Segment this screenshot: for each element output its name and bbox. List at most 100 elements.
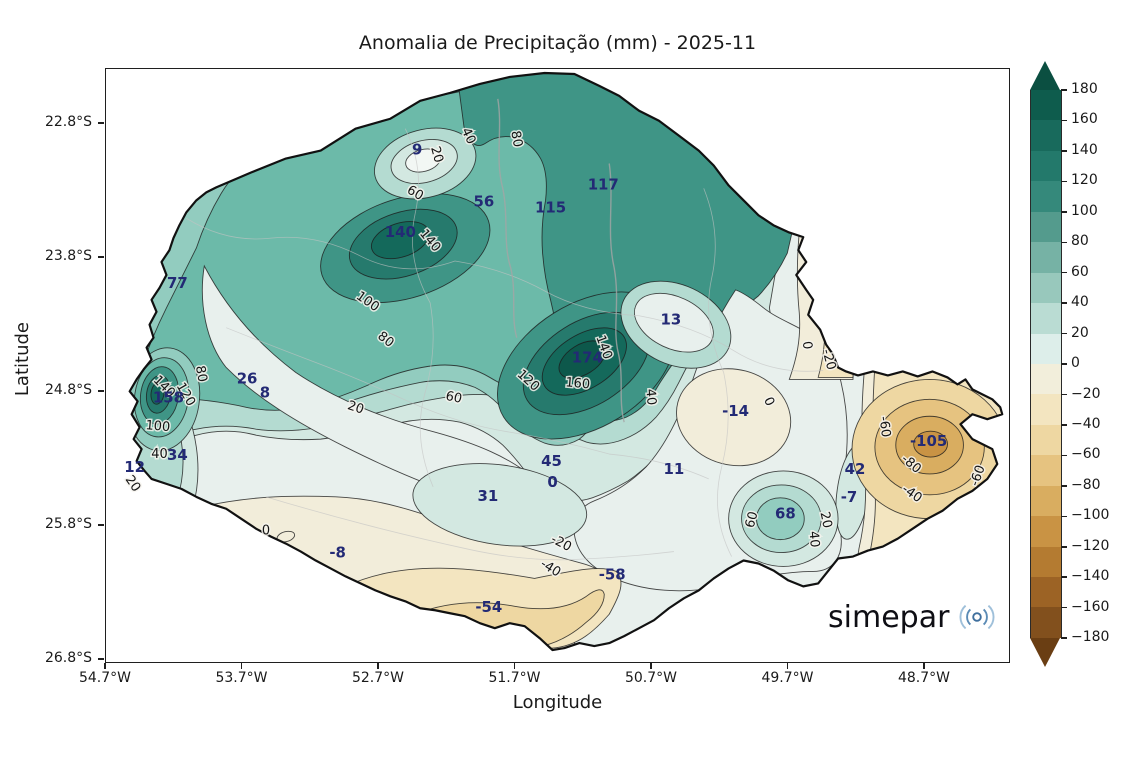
colorbar-band	[1031, 577, 1061, 608]
colorbar-band	[1031, 394, 1061, 425]
colorbar-tick-mark	[1061, 241, 1067, 243]
y-tick-mark	[98, 390, 104, 392]
x-tick-mark	[513, 663, 516, 669]
x-tick-label: 52.7°W	[351, 670, 404, 686]
x-tick-mark	[104, 663, 106, 669]
station-value-label: 8	[260, 383, 270, 401]
x-tick-mark	[923, 663, 925, 669]
colorbar-tick-label: 80	[1071, 233, 1089, 250]
colorbar-tick-mark	[1061, 211, 1067, 213]
colorbar-tick-mark	[1061, 271, 1067, 274]
x-axis-label: Longitude	[512, 692, 603, 713]
colorbar-tick-label: −120	[1071, 537, 1110, 554]
station-value-label: -7	[841, 488, 858, 506]
colorbar	[1030, 90, 1062, 638]
colorbar-tick-label: −20	[1071, 385, 1101, 402]
colorbar-tick-label: 160	[1071, 111, 1098, 128]
y-tick-label: 24.8°S	[44, 382, 92, 398]
colorbar-band	[1031, 546, 1061, 577]
colorbar-tick-label: 60	[1071, 263, 1089, 280]
station-value-label: 12	[124, 458, 145, 476]
station-value-label: 45	[541, 452, 562, 470]
x-tick-label: 54.7°W	[78, 670, 131, 686]
station-value-label: 174	[572, 349, 603, 367]
colorbar-band	[1031, 150, 1061, 182]
contour-line-label: 20	[122, 473, 144, 495]
colorbar-tick-label: 120	[1071, 172, 1098, 189]
station-value-label: 11	[664, 460, 685, 478]
station-value-label: 56	[473, 192, 494, 210]
station-value-label: 42	[845, 460, 866, 478]
x-tick-mark	[377, 663, 379, 669]
colorbar-tick-mark	[1061, 363, 1067, 365]
colorbar-tick-mark	[1061, 302, 1067, 304]
x-tick-mark	[786, 663, 789, 669]
colorbar-band	[1031, 211, 1061, 243]
colorbar-tick-mark	[1061, 180, 1067, 183]
colorbar-tick-label: −80	[1071, 476, 1101, 493]
station-value-label: 68	[775, 505, 796, 523]
colorbar-band	[1031, 516, 1061, 547]
simepar-logo-text: simepar	[828, 599, 950, 635]
station-value-label: 77	[167, 274, 188, 292]
colorbar-band	[1031, 181, 1061, 212]
simepar-logo: simepar	[828, 598, 999, 636]
colorbar-tick-mark	[1061, 393, 1067, 396]
colorbar-tick-mark	[1061, 150, 1067, 152]
colorbar-band	[1031, 303, 1061, 334]
colorbar-band	[1031, 242, 1061, 273]
contour-line-label: 80	[192, 364, 210, 383]
colorbar-band	[1031, 272, 1061, 304]
y-tick-mark	[98, 658, 104, 660]
y-tick-label: 26.8°S	[44, 650, 92, 666]
x-tick-mark	[650, 663, 652, 669]
colorbar-tick-label: −180	[1071, 629, 1110, 646]
station-value-label: 158	[153, 388, 184, 406]
colorbar-tick-mark	[1061, 546, 1067, 548]
colorbar-top-arrow	[1030, 61, 1060, 90]
chart-title: Anomalia de Precipitação (mm) - 2025-11	[358, 32, 757, 54]
station-value-label: -105	[910, 432, 947, 450]
contour-line-label: -60	[876, 415, 893, 438]
colorbar-band	[1031, 424, 1061, 456]
station-value-label: -14	[722, 402, 749, 420]
colorbar-tick-mark	[1061, 454, 1067, 457]
colorbar-band	[1031, 363, 1061, 395]
station-value-label: 34	[167, 446, 188, 464]
contour-line-label: 40	[642, 388, 658, 406]
colorbar-band	[1031, 607, 1061, 638]
map-plot-area: 20 40 80 60 140 100 80 80 140 120 100 40 20 120 160 140…	[105, 68, 1010, 663]
radio-waves-icon	[959, 604, 995, 630]
colorbar-tick-mark	[1061, 515, 1067, 518]
colorbar-tick-label: 140	[1071, 141, 1098, 158]
contour-line-label: 20	[427, 145, 446, 165]
colorbar-tick-label: −60	[1071, 446, 1101, 463]
colorbar-tick-mark	[1061, 424, 1067, 426]
contour-line-label: 40	[151, 447, 167, 462]
contour-line-label: 40	[806, 530, 822, 548]
contour-line-label: 20	[817, 510, 835, 529]
y-tick-label: 25.8°S	[44, 516, 92, 532]
colorbar-tick-mark	[1061, 119, 1067, 122]
contour-line-label: 20	[345, 398, 365, 417]
station-value-label: 115	[535, 198, 566, 216]
station-value-label: -8	[329, 544, 346, 562]
contour-line-label: -20	[819, 347, 839, 371]
contour-line-label: 160	[565, 375, 591, 392]
colorbar-tick-label: 40	[1071, 294, 1089, 311]
colorbar-band	[1031, 485, 1061, 517]
x-tick-mark	[240, 663, 243, 669]
contour-line-label: 0	[262, 524, 270, 539]
colorbar-tick-label: −140	[1071, 568, 1110, 585]
station-value-label: 0	[547, 473, 557, 491]
colorbar-tick-mark	[1061, 606, 1067, 609]
colorbar-band	[1031, 333, 1061, 364]
colorbar-tick-mark	[1061, 485, 1067, 487]
colorbar-tick-mark	[1061, 576, 1067, 578]
colorbar-tick-label: −40	[1071, 415, 1101, 432]
contour-line-label: 60	[444, 389, 463, 407]
y-tick-mark	[98, 256, 104, 258]
colorbar-bottom-arrow	[1030, 638, 1060, 667]
